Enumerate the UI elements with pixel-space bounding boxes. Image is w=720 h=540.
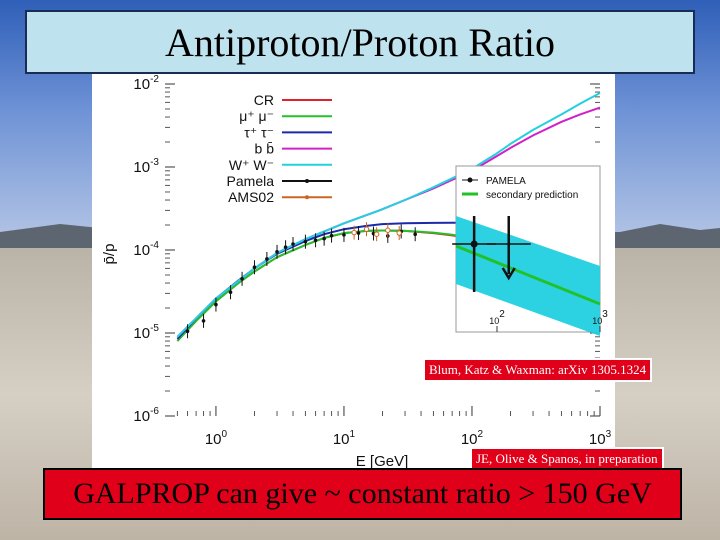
data-point-pamela bbox=[275, 250, 279, 254]
inset-x-tick-label: 102 bbox=[489, 309, 505, 326]
data-point-pamela bbox=[342, 233, 346, 237]
slide-title: Antiproton/Proton Ratio bbox=[25, 10, 695, 74]
legend-label: W⁺ W⁻ bbox=[229, 157, 274, 173]
legend-label: Pamela bbox=[227, 173, 275, 189]
data-point-ams02 bbox=[396, 230, 402, 236]
y-tick-label: 10-5 bbox=[133, 323, 159, 342]
inset-x-tick-label: 103 bbox=[592, 309, 608, 326]
data-point-pamela bbox=[413, 232, 417, 237]
legend-label: μ⁺ μ⁻ bbox=[239, 108, 274, 124]
data-point-pamela bbox=[240, 276, 244, 281]
inset-data-point bbox=[470, 240, 478, 248]
data-point-pamela bbox=[252, 265, 257, 270]
legend-marker bbox=[305, 179, 309, 183]
x-axis-label: E [GeV] bbox=[356, 453, 409, 470]
data-point-pamela bbox=[283, 245, 288, 250]
legend-label: τ⁺ τ⁻ bbox=[244, 124, 274, 140]
y-tick-label: 10-4 bbox=[133, 240, 159, 259]
data-point-pamela bbox=[185, 329, 190, 334]
data-point-ams02 bbox=[351, 229, 357, 236]
x-tick-label: 102 bbox=[461, 429, 484, 448]
data-point-pamela bbox=[214, 302, 218, 307]
y-tick-label: 10-3 bbox=[133, 157, 159, 176]
data-point-pamela bbox=[322, 236, 326, 241]
y-tick-label: 10-6 bbox=[133, 406, 159, 425]
data-point-ams02 bbox=[373, 231, 380, 237]
series-line bbox=[176, 92, 601, 338]
reference-note-blum: Blum, Katz & Waxman: arXiv 1305.1324 bbox=[423, 358, 653, 382]
data-point-pamela bbox=[303, 239, 308, 244]
y-axis-label: p̄/p bbox=[101, 244, 118, 265]
legend-label: AMS02 bbox=[228, 189, 274, 205]
series-line bbox=[176, 221, 483, 340]
data-point-pamela bbox=[356, 231, 361, 235]
x-tick-label: 101 bbox=[333, 429, 356, 448]
y-tick-label: 10-2 bbox=[133, 74, 159, 93]
data-point-pamela bbox=[329, 233, 334, 238]
data-point-ams02 bbox=[363, 226, 370, 232]
inset-legend-label: PAMELA bbox=[486, 176, 526, 187]
inset-prediction-line bbox=[455, 244, 601, 306]
data-point-pamela bbox=[265, 257, 269, 261]
x-tick-label: 103 bbox=[589, 429, 612, 448]
legend-marker bbox=[305, 195, 309, 200]
data-point-pamela bbox=[313, 238, 318, 243]
antiproton-proton-ratio-chart: 10-6 10-5 10-4 10-3 10-2 100 101 102 103 E [GeV] p… bbox=[101, 74, 612, 470]
legend-label: b b̄ bbox=[255, 141, 275, 157]
data-point-pamela bbox=[291, 242, 295, 246]
data-point-ams02 bbox=[385, 227, 391, 233]
reference-note-ellis: JE, Olive & Spanos, in preparation bbox=[470, 447, 664, 471]
legend-label: CR bbox=[254, 92, 274, 108]
plot-panel: 10-6 10-5 10-4 10-3 10-2 100 101 102 103 E [GeV] p… bbox=[92, 74, 615, 470]
data-point-pamela bbox=[201, 319, 206, 323]
data-point-pamela bbox=[228, 290, 233, 295]
conclusion-banner: GALPROP can give ~ constant ratio > 150 … bbox=[43, 468, 682, 520]
inset-legend-label: secondary prediction bbox=[486, 190, 578, 201]
x-tick-label: 100 bbox=[205, 429, 228, 448]
inset-upper-limit-arrow bbox=[501, 267, 516, 281]
